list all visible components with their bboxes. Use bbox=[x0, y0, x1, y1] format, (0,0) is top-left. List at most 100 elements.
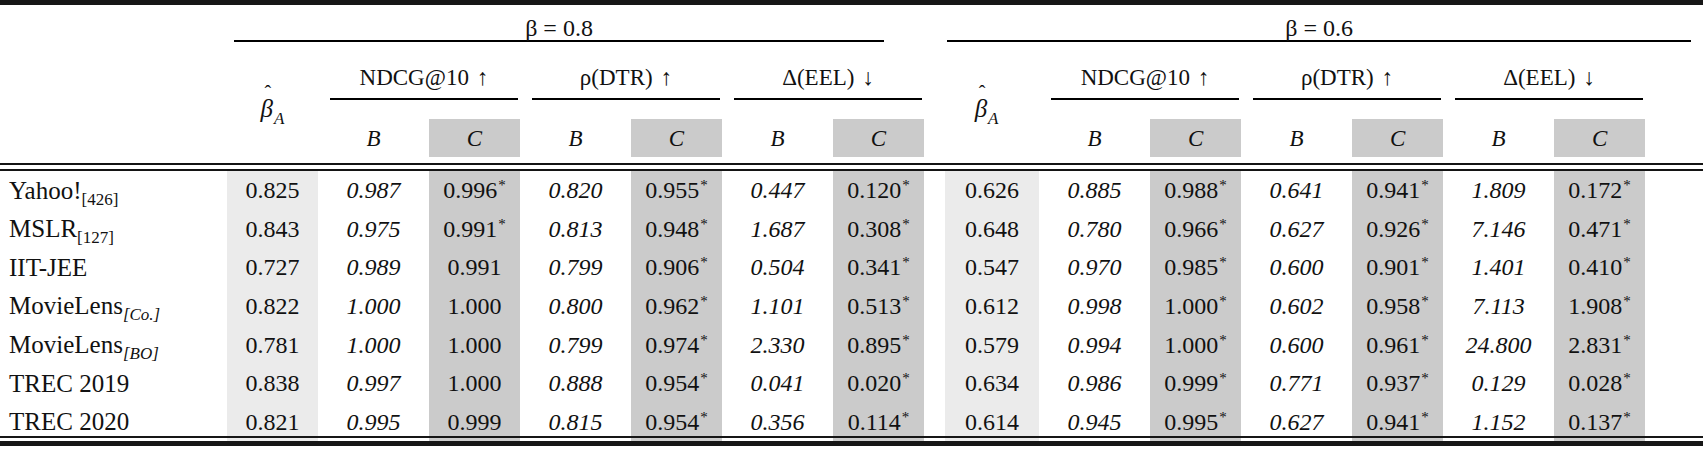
col-header-b: B bbox=[323, 113, 424, 163]
cell-b08-ndcg-b: 1.000 bbox=[323, 287, 424, 326]
cell-b06-eel-c: 0.028* bbox=[1549, 364, 1650, 403]
results-table-figure: β = 0.8 β = 0.6 ˆβA NDCG@10↑ ρ(DTR)↑ Δ(E… bbox=[0, 0, 1703, 450]
significance-star: * bbox=[902, 177, 910, 193]
col-header-dtr-06: ρ(DTR)↑ bbox=[1246, 53, 1448, 113]
cell-b06-dtr-b: 0.771 bbox=[1246, 364, 1347, 403]
significance-star: * bbox=[902, 409, 910, 425]
group-label-beta-06: β = 0.6 bbox=[1285, 16, 1353, 40]
significance-star: * bbox=[1421, 409, 1429, 425]
up-arrow-icon: ↑ bbox=[1198, 66, 1210, 89]
significance-star: * bbox=[700, 409, 708, 425]
metric-label: NDCG@10 bbox=[1081, 66, 1190, 89]
spacer bbox=[1650, 287, 1703, 326]
significance-star: * bbox=[902, 370, 910, 386]
cell-b08-dtr-b: 0.820 bbox=[525, 171, 626, 210]
table-bottom-thick-rule bbox=[0, 441, 1703, 446]
row-label-column-header bbox=[0, 5, 222, 163]
significance-star: * bbox=[1421, 293, 1429, 309]
cell-b08-beta-hat-estimate: 0.781 bbox=[222, 325, 323, 364]
cell-b08-eel-c: 0.020* bbox=[828, 364, 929, 403]
cell-b08-eel-b: 0.041 bbox=[727, 364, 828, 403]
cell-b08-dtr-b: 0.799 bbox=[525, 248, 626, 287]
beta-hat-subscript: A bbox=[988, 109, 998, 128]
table-row: IIT-JEE0.7270.9890.9910.7990.906*0.5040.… bbox=[0, 248, 1703, 287]
cell-b08-beta-hat-estimate: 0.727 bbox=[222, 248, 323, 287]
cell-b08-beta-hat-estimate: 0.843 bbox=[222, 210, 323, 249]
cell-b06-dtr-b: 0.600 bbox=[1246, 325, 1347, 364]
significance-star: * bbox=[902, 216, 910, 232]
col-header-b: B bbox=[1246, 113, 1347, 163]
group-label-beta-08: β = 0.8 bbox=[525, 16, 593, 40]
cell-b08-ndcg-c: 0.996* bbox=[424, 171, 525, 210]
cell-b08-dtr-c: 0.948* bbox=[626, 210, 727, 249]
cell-b06-beta-hat-estimate: 0.626 bbox=[929, 171, 1044, 210]
cell-b06-dtr-c: 0.941* bbox=[1347, 171, 1448, 210]
significance-star: * bbox=[1421, 216, 1429, 232]
significance-star: * bbox=[1623, 293, 1631, 309]
significance-star: * bbox=[700, 216, 708, 232]
table-bottom-thin-rule bbox=[0, 436, 1703, 438]
cell-b08-ndcg-c: 1.000 bbox=[424, 364, 525, 403]
cell-b08-ndcg-c: 0.991* bbox=[424, 210, 525, 249]
beta-hat-subscript: A bbox=[274, 109, 284, 128]
cell-b06-eel-b: 1.809 bbox=[1448, 171, 1549, 210]
col-header-ndcg-08: NDCG@10↑ bbox=[323, 53, 525, 113]
up-arrow-icon: ↑ bbox=[1382, 66, 1394, 89]
cell-b08-ndcg-c: 1.000 bbox=[424, 325, 525, 364]
col-header-c: C bbox=[626, 113, 727, 163]
row-label: MovieLens[BO] bbox=[0, 325, 222, 364]
hat-accent: ˆ bbox=[979, 83, 986, 103]
cell-b08-eel-b: 2.330 bbox=[727, 325, 828, 364]
cell-b08-dtr-c: 0.962* bbox=[626, 287, 727, 326]
cell-b06-ndcg-c: 0.988* bbox=[1145, 171, 1246, 210]
cell-b06-dtr-c: 0.926* bbox=[1347, 210, 1448, 249]
hat-accent: ˆ bbox=[265, 83, 272, 103]
significance-star: * bbox=[902, 293, 910, 309]
metric-header-row: ˆβA NDCG@10↑ ρ(DTR)↑ Δ(EEL)↓ ˆβA NDCG@10… bbox=[0, 53, 1703, 113]
table-row: Yahoo![426]0.8250.9870.996*0.8200.955*0.… bbox=[0, 171, 1703, 210]
beta-group-header-row: β = 0.8 β = 0.6 bbox=[0, 5, 1703, 53]
double-rule bbox=[0, 163, 1703, 171]
significance-star: * bbox=[700, 332, 708, 348]
cell-b06-eel-c: 0.172* bbox=[1549, 171, 1650, 210]
col-header-eel-08: Δ(EEL)↓ bbox=[727, 53, 929, 113]
cell-b06-beta-hat-estimate: 0.648 bbox=[929, 210, 1044, 249]
cell-b08-ndcg-b: 0.997 bbox=[323, 364, 424, 403]
cell-b08-ndcg-c: 1.000 bbox=[424, 287, 525, 326]
significance-star: * bbox=[700, 293, 708, 309]
cell-b06-dtr-c: 0.937* bbox=[1347, 364, 1448, 403]
row-label-subscript: [426] bbox=[81, 190, 118, 209]
significance-star: * bbox=[1623, 332, 1631, 348]
spacer bbox=[1650, 171, 1703, 210]
cell-b08-eel-b: 1.687 bbox=[727, 210, 828, 249]
row-label-subscript: [BO] bbox=[123, 344, 159, 363]
cell-b08-dtr-b: 0.813 bbox=[525, 210, 626, 249]
significance-star: * bbox=[1623, 177, 1631, 193]
cell-b06-ndcg-c: 0.966* bbox=[1145, 210, 1246, 249]
cell-b08-eel-c: 0.308* bbox=[828, 210, 929, 249]
cell-b06-ndcg-c: 0.985* bbox=[1145, 248, 1246, 287]
cell-b08-dtr-c: 0.955* bbox=[626, 171, 727, 210]
cell-b06-ndcg-b: 0.998 bbox=[1044, 287, 1145, 326]
cell-b08-dtr-b: 0.800 bbox=[525, 287, 626, 326]
down-arrow-icon: ↓ bbox=[862, 66, 874, 89]
spacer bbox=[1650, 325, 1703, 364]
significance-star: * bbox=[902, 332, 910, 348]
header-body-divider-row bbox=[0, 163, 1703, 171]
col-header-b: B bbox=[727, 113, 828, 163]
significance-star: * bbox=[1623, 254, 1631, 270]
beta-hat-header-08: ˆβA bbox=[222, 53, 323, 163]
col-header-c: C bbox=[424, 113, 525, 163]
cell-b06-ndcg-c: 1.000* bbox=[1145, 287, 1246, 326]
spacer bbox=[1650, 210, 1703, 249]
cell-b08-beta-hat-estimate: 0.838 bbox=[222, 364, 323, 403]
cell-b08-eel-c: 0.120* bbox=[828, 171, 929, 210]
significance-star: * bbox=[1219, 293, 1227, 309]
up-arrow-icon: ↑ bbox=[477, 66, 489, 89]
cell-b06-ndcg-c: 0.999* bbox=[1145, 364, 1246, 403]
col-header-ndcg-06: NDCG@10 ↑ bbox=[1044, 53, 1246, 113]
row-label-subscript: [127] bbox=[77, 228, 114, 247]
significance-star: * bbox=[1219, 216, 1227, 232]
metric-label: ρ(DTR) bbox=[580, 66, 653, 89]
significance-star: * bbox=[700, 254, 708, 270]
